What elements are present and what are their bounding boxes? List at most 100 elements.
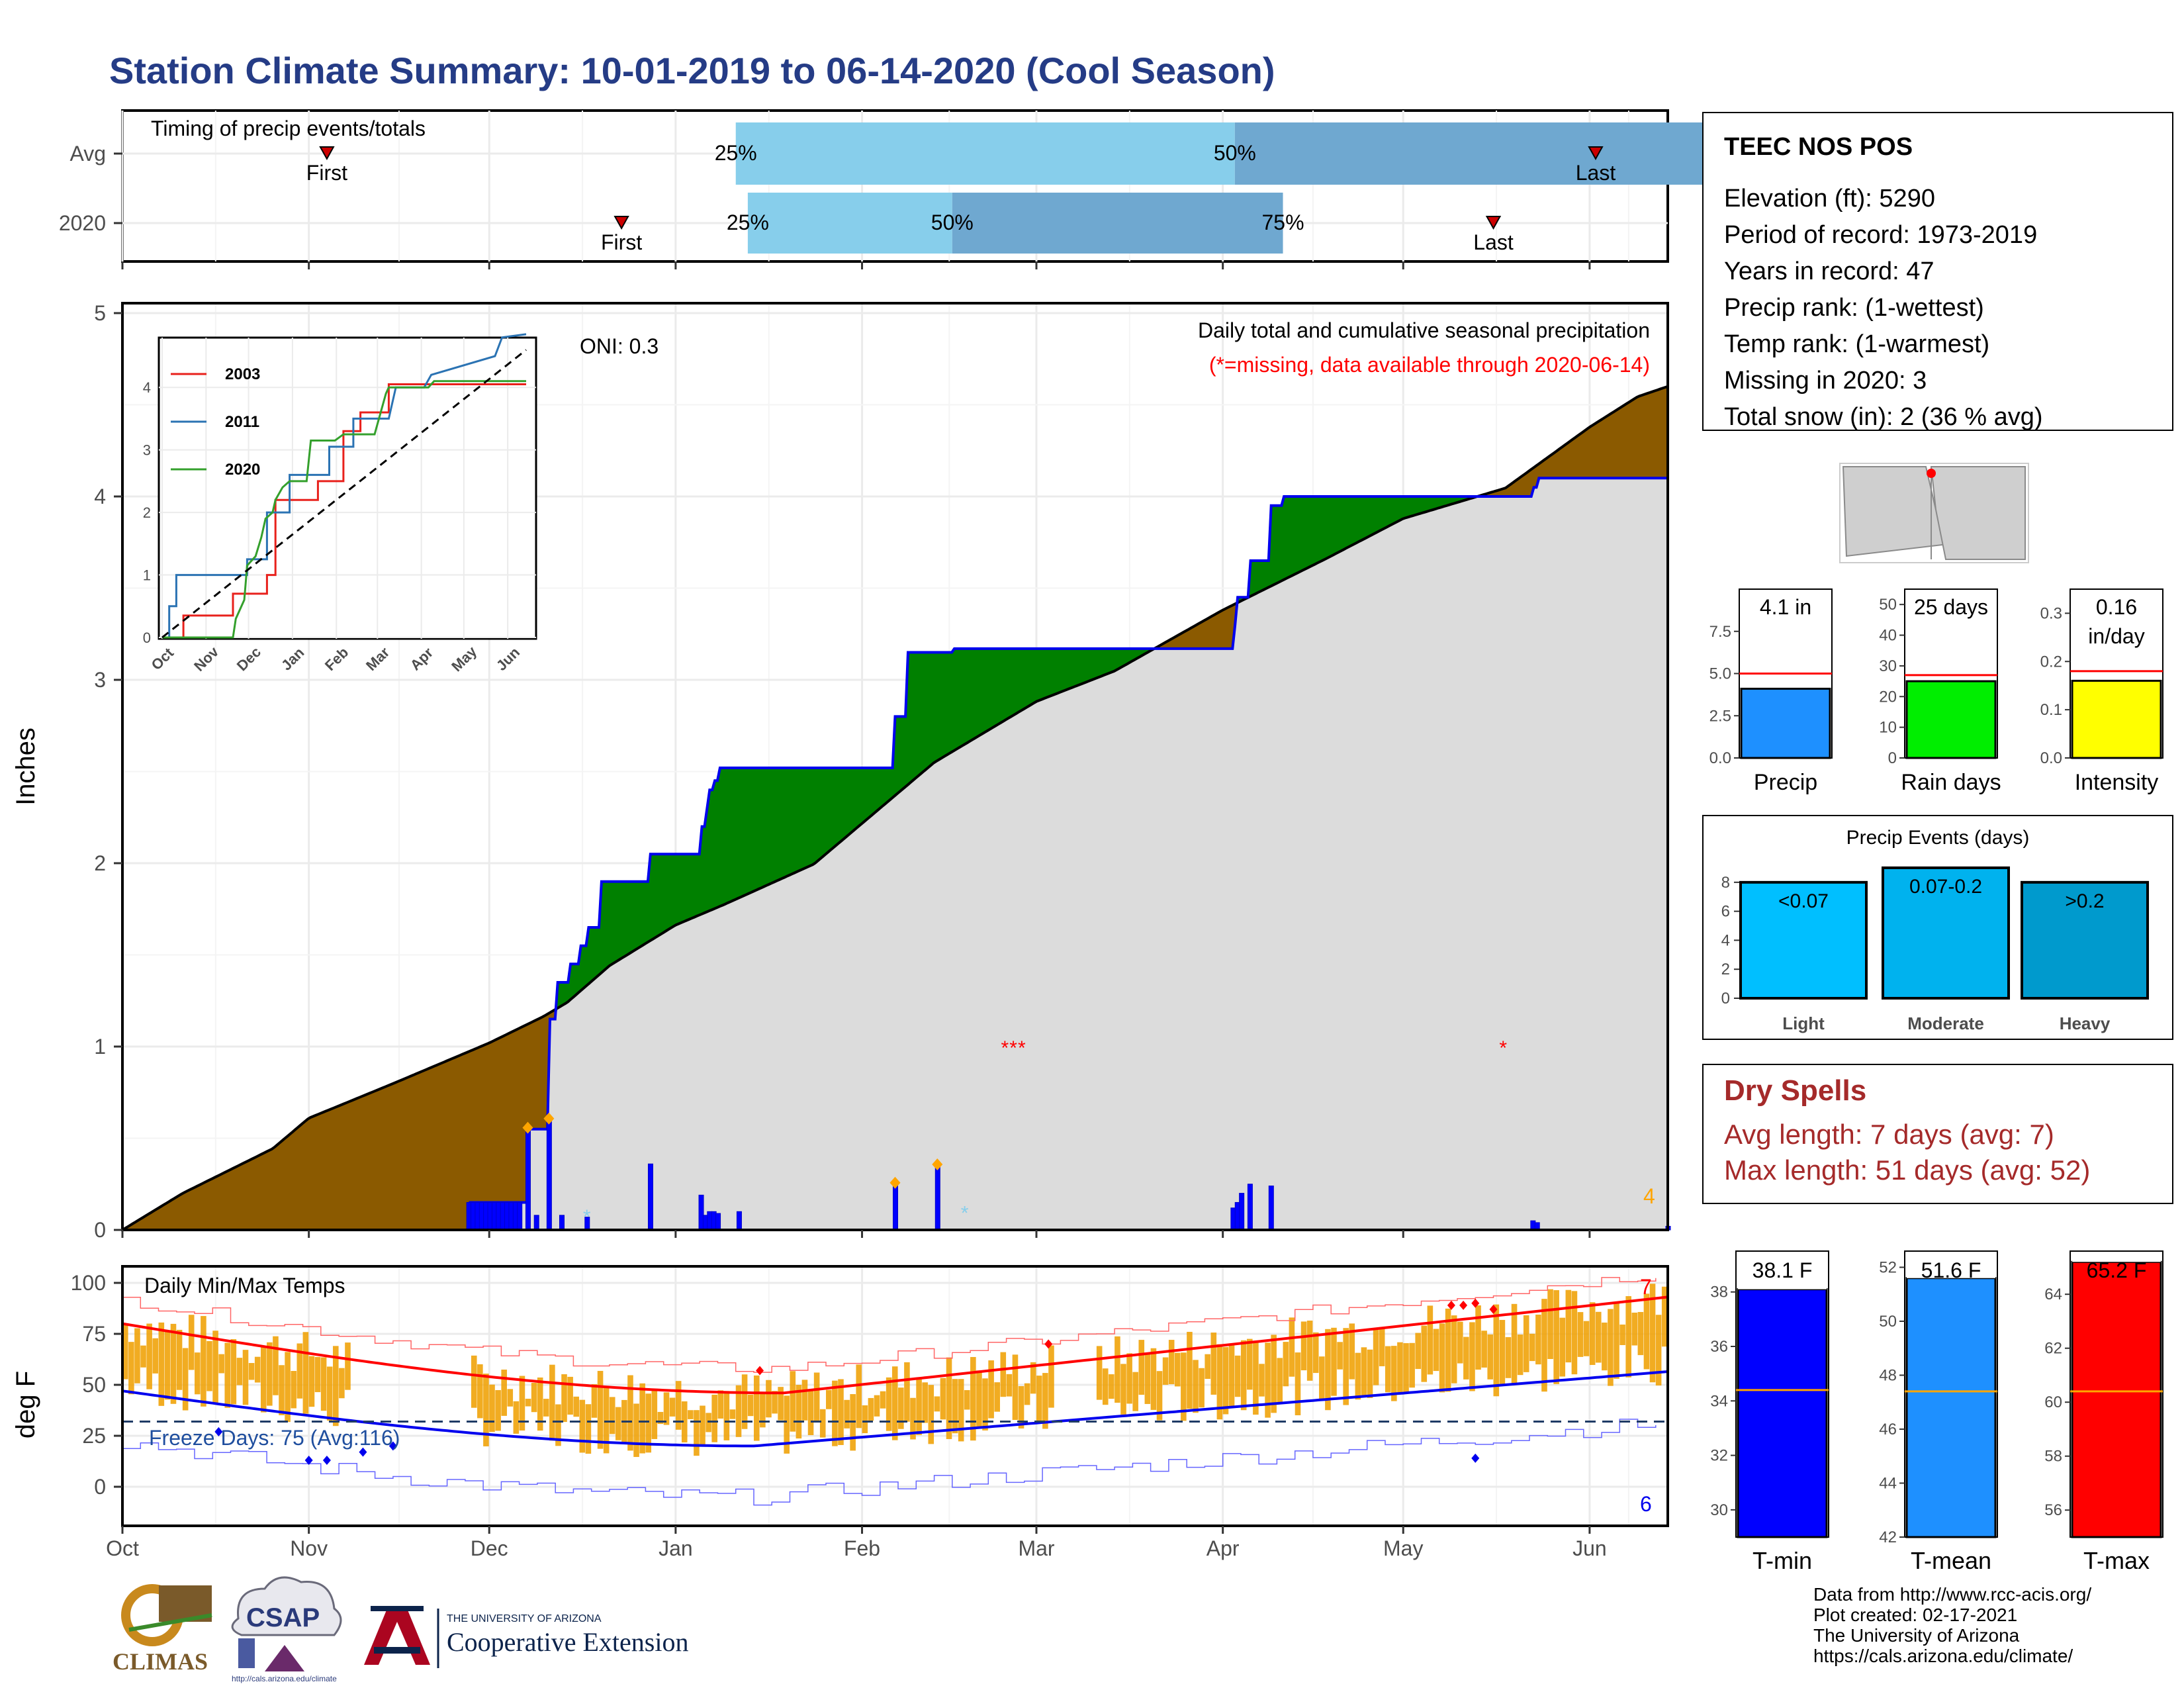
daily-temp-bar <box>201 1316 206 1407</box>
timing-bar-50-75 <box>952 193 1283 254</box>
mini-bar-value-label: in/day <box>2088 624 2144 648</box>
timing-last-label: Last <box>1473 230 1514 254</box>
daily-temp-bar <box>531 1383 537 1413</box>
daily-temp-bar <box>958 1379 964 1442</box>
record-precip-marker <box>889 1176 901 1189</box>
daily-temp-bar <box>1012 1354 1019 1421</box>
daily-temp-bar <box>910 1397 916 1440</box>
temp-bar-ytick-label: 42 <box>1879 1528 1897 1546</box>
daily-temp-bar <box>1649 1284 1656 1383</box>
daily-temp-bar <box>507 1389 514 1407</box>
daily-temp-bar <box>723 1391 730 1440</box>
daily-temp-bar <box>1589 1302 1596 1365</box>
credit-line: The University of Arizona <box>1813 1625 2020 1646</box>
precip-ytick-label: 3 <box>94 668 106 692</box>
inset-series-2011 <box>162 333 527 639</box>
daily-temp-bar <box>314 1356 321 1393</box>
daily-temp-bar <box>291 1371 296 1409</box>
precip-bar <box>1740 687 1831 759</box>
mini-bar-ytick-label: 10 <box>1879 719 1897 737</box>
record-high-marker <box>1459 1300 1468 1310</box>
daily-temp-bar <box>982 1378 988 1430</box>
record-high-marker <box>1447 1300 1455 1310</box>
daily-temp-bar <box>501 1370 507 1416</box>
daily-temp-bar <box>1036 1376 1042 1421</box>
daily-temp-bar <box>1409 1342 1415 1388</box>
precip-ylabel: Inches <box>11 727 40 806</box>
daily-temp-bar <box>134 1328 140 1383</box>
record-high-marker <box>1471 1298 1480 1308</box>
daily-temp-bar <box>1421 1325 1428 1382</box>
mini-bar-ytick-label: 0.0 <box>2040 749 2062 767</box>
inset-ytick-label: 2 <box>143 504 151 521</box>
daily-temp-bar <box>483 1374 489 1446</box>
daily-precip-bar <box>546 1119 552 1231</box>
daily-temp-bar <box>916 1379 922 1435</box>
timing-label: Timing of precip events/totals <box>151 117 426 140</box>
daily-temp-bar <box>868 1397 874 1421</box>
daily-temp-bar <box>1475 1305 1481 1370</box>
climas-logo: CLIMAS <box>113 1584 212 1675</box>
inset-ytick-label: 4 <box>143 379 151 396</box>
daily-precip-bar <box>1239 1193 1245 1231</box>
temp-bar-value-label: 38.1 F <box>1752 1258 1813 1282</box>
temp-bar-value-label: 65.2 F <box>2087 1258 2147 1282</box>
dry-spells-max: Max length: 51 days (avg: 52) <box>1724 1154 2090 1186</box>
daily-precip-bar <box>533 1215 539 1231</box>
station-info: TEEC NOS POS Elevation (ft): 5290 Period … <box>1702 112 2173 431</box>
record-max-line <box>122 1277 1657 1373</box>
record-high-marker <box>1489 1305 1498 1315</box>
temp-bar-value-box <box>1907 1253 1995 1278</box>
t-min-bar <box>1737 1288 1828 1538</box>
daily-temp-bar <box>1234 1355 1241 1397</box>
daily-temp-bar <box>615 1407 621 1440</box>
daily-temp-bar <box>735 1385 742 1437</box>
precip-ytick-label: 1 <box>94 1035 106 1058</box>
daily-temp-bar <box>326 1366 333 1421</box>
snow-marker: * <box>961 1202 969 1224</box>
daily-temp-bar <box>1541 1299 1547 1392</box>
events-ytick-label: 6 <box>1721 903 1730 921</box>
daily-temp-bar <box>1048 1345 1054 1408</box>
daily-temp-bar <box>1637 1311 1644 1356</box>
daily-temp-bar <box>964 1390 970 1410</box>
daily-precip-bar <box>1247 1184 1253 1231</box>
daily-temp-bar <box>1547 1289 1553 1360</box>
avg-cumulative-line <box>121 385 1668 1231</box>
daily-temp-bar <box>1415 1333 1421 1370</box>
timing-bar-25-50 <box>735 122 1235 185</box>
record-low-marker <box>322 1455 331 1465</box>
month-label: May <box>1383 1536 1423 1560</box>
temp-bar-value-box <box>2072 1253 2161 1262</box>
daily-temp-bar <box>1361 1347 1367 1396</box>
temp-bar-name: T-min <box>1752 1547 1812 1574</box>
daily-temp-bar <box>1529 1333 1535 1362</box>
temp-bar-ytick-label: 32 <box>1710 1447 1728 1465</box>
month-label: Oct <box>106 1536 139 1560</box>
daily-temp-bar <box>1391 1346 1397 1401</box>
daily-temp-bar <box>688 1410 694 1419</box>
precip-ytick-label: 2 <box>94 851 106 875</box>
event-bar-label: <0.07 <box>1778 890 1829 912</box>
daily-temp-bar <box>1024 1383 1030 1405</box>
daily-temp-bar <box>1385 1346 1391 1393</box>
daily-temp-bar <box>700 1405 705 1446</box>
daily-temp-bar <box>1205 1354 1210 1380</box>
timing-last-label: Last <box>1576 161 1616 185</box>
precip-ytick-label: 4 <box>94 485 106 508</box>
inset-avg-line <box>161 349 527 639</box>
timing-last-marker <box>1588 146 1604 161</box>
daily-temp-bar <box>627 1375 633 1451</box>
mini-bar-ytick-label: 0.2 <box>2040 653 2062 671</box>
daily-temp-bar <box>1210 1333 1217 1395</box>
station-info-line: Period of record: 1973-2019 <box>1724 221 2037 249</box>
daily-temp-bar <box>332 1346 339 1427</box>
daily-temp-bar <box>1445 1308 1451 1392</box>
daily-temp-bar <box>1583 1321 1590 1356</box>
timing-row-label: Avg <box>69 142 106 165</box>
temp-bar-ytick-label: 52 <box>1879 1258 1897 1276</box>
missing-day-marker: * <box>1009 1037 1017 1059</box>
month-label: Jun <box>1572 1536 1607 1560</box>
